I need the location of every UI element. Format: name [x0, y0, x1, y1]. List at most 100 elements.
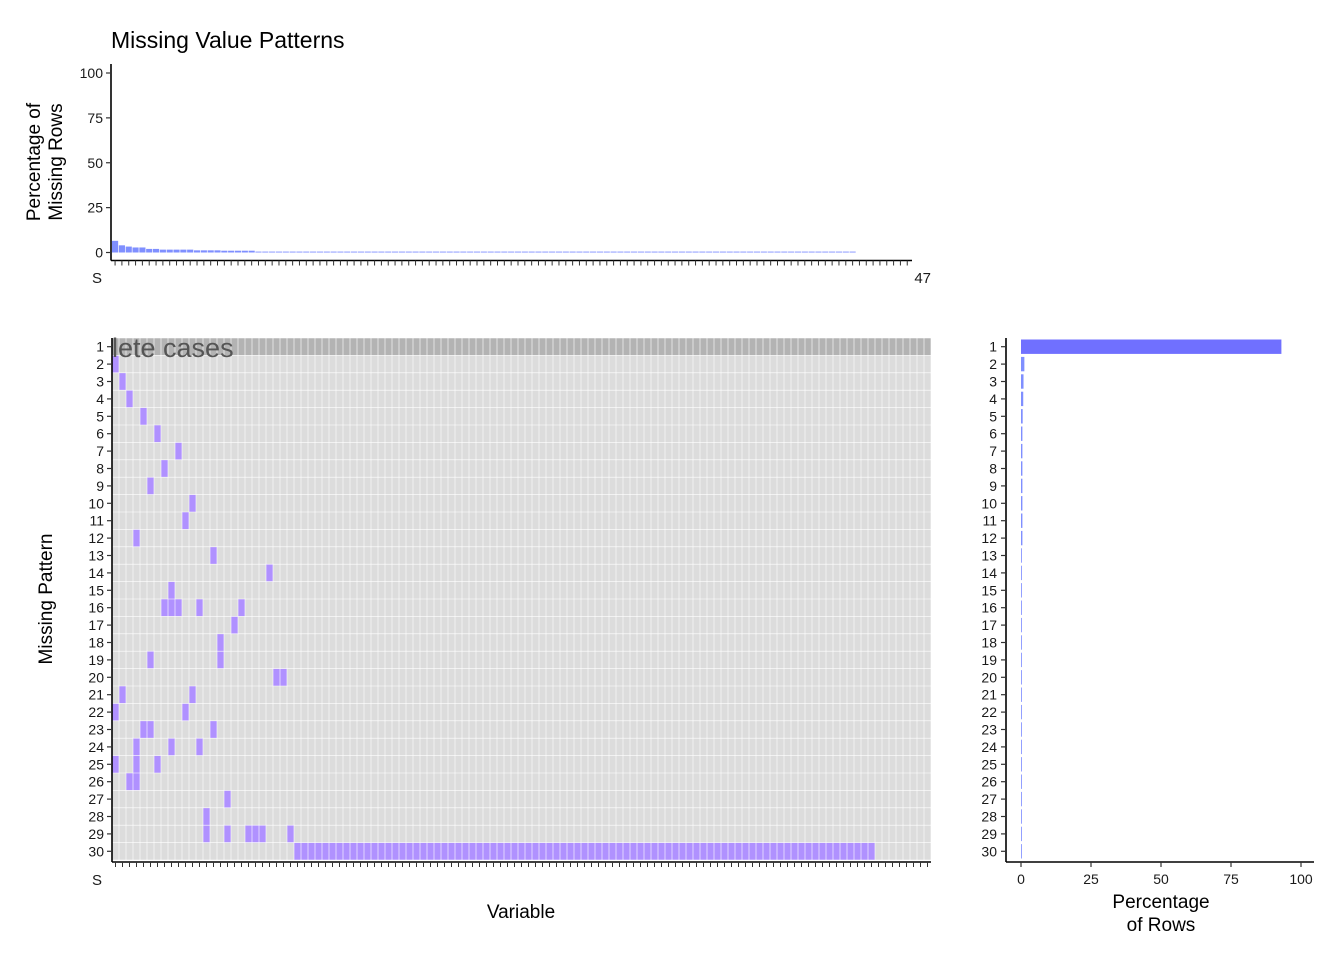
variable-missing-bar [726, 251, 733, 253]
missing-cell [609, 842, 616, 860]
missing-cell [378, 842, 385, 860]
top-y-axis-title: Percentage ofMissing Rows [24, 102, 67, 221]
variable-missing-bar [767, 251, 774, 253]
missing-cell [532, 842, 539, 860]
main-y-axis-title: Missing Pattern [36, 534, 57, 665]
variable-missing-bar [453, 251, 460, 253]
variable-missing-bar [590, 251, 597, 253]
pattern-label: 24 [88, 739, 104, 755]
missing-cell [154, 425, 161, 443]
pattern-label: 17 [88, 617, 104, 633]
missing-cell [210, 720, 217, 739]
missing-cell [336, 842, 343, 860]
variable-missing-bar [214, 250, 221, 253]
missing-cell [504, 842, 511, 860]
missing-cell [826, 842, 833, 860]
pattern-percent-bar [1021, 565, 1022, 581]
variable-missing-bar [487, 251, 494, 253]
missing-cell [854, 842, 861, 860]
missing-cell [406, 842, 413, 860]
missing-cell [175, 442, 182, 460]
variable-missing-bar [439, 251, 446, 253]
variable-missing-bar [446, 251, 453, 253]
missing-cell [448, 842, 455, 860]
missing-cell [630, 842, 637, 860]
missing-cell [161, 459, 168, 478]
variable-missing-bar [822, 251, 829, 253]
variable-missing-bar [678, 251, 685, 253]
missing-cell [651, 842, 658, 860]
pattern-percent-bar [1021, 530, 1023, 546]
variable-missing-bar [467, 251, 474, 253]
right-pattern-label: 8 [989, 461, 997, 477]
variable-missing-bar [405, 251, 412, 253]
variable-missing-bar [658, 251, 665, 253]
pattern-label: 29 [88, 826, 104, 842]
variable-missing-bar [391, 251, 399, 253]
pattern-percent-bar [1021, 409, 1023, 424]
missing-cell [686, 842, 693, 860]
pattern-label: 7 [96, 443, 104, 459]
right-x-axis-title: Percentage of Rows [1112, 892, 1209, 936]
missing-cell [133, 755, 140, 773]
variable-missing-bar [583, 251, 590, 253]
variable-missing-bar [808, 251, 815, 253]
missing-cell [462, 842, 469, 860]
right-bar-panel: 1234567891011121314151617181920212223242… [981, 338, 1314, 936]
variable-missing-bar [316, 251, 324, 253]
missing-cell [371, 842, 378, 860]
missing-cell [315, 842, 322, 860]
variable-missing-bar [535, 251, 542, 253]
right-pattern-label: 11 [982, 513, 997, 529]
variable-missing-bar [419, 251, 426, 253]
variable-missing-bar [118, 245, 125, 253]
pattern-label: 30 [88, 843, 104, 859]
pattern-label: 11 [89, 513, 104, 529]
missing-cell [721, 842, 728, 860]
missing-cell [357, 842, 364, 860]
right-pattern-label: 19 [981, 652, 997, 668]
missing-cell [196, 738, 203, 756]
variable-missing-bar [371, 251, 378, 253]
variable-missing-bar [412, 251, 419, 253]
missing-cell [189, 686, 196, 704]
variable-missing-bar [521, 251, 528, 253]
missing-cell [112, 703, 119, 721]
right-pattern-label: 29 [981, 826, 997, 842]
variable-missing-bar [494, 251, 501, 253]
missing-cell [728, 842, 735, 860]
variable-missing-bar [842, 251, 849, 253]
variable-missing-bar [569, 251, 576, 253]
right-pattern-label: 1 [989, 339, 997, 355]
pattern-label: 21 [88, 687, 104, 703]
missing-cell [868, 842, 875, 860]
pattern-percent-bar [1021, 757, 1022, 772]
right-pattern-label: 10 [981, 495, 997, 511]
missing-cell [805, 842, 812, 860]
top-bar-panel: 0 25 50 75 100 S 47 Percentage ofMissing Rows [24, 64, 931, 287]
pattern-label: 2 [96, 356, 104, 372]
missing-cell [707, 842, 714, 860]
missing-cell [224, 825, 231, 843]
pattern-label: 6 [96, 426, 104, 442]
variable-missing-bar [275, 251, 283, 253]
missing-cell [763, 842, 770, 860]
variable-missing-bar [323, 251, 330, 253]
variable-missing-bar [146, 248, 153, 253]
right-pattern-label: 2 [989, 356, 997, 372]
variable-missing-bar [166, 249, 173, 253]
variable-missing-bar [740, 251, 747, 253]
missing-cell [133, 529, 140, 547]
variable-missing-bar [255, 251, 262, 253]
variable-missing-bar [637, 251, 644, 253]
variable-missing-bar [829, 251, 836, 253]
variable-missing-bar [221, 250, 228, 253]
missing-cell [140, 407, 147, 425]
missing-cell [847, 842, 854, 860]
right-pattern-label: 13 [981, 548, 997, 564]
missing-cell [154, 755, 161, 773]
variable-missing-bar [132, 247, 139, 253]
variable-missing-bar [193, 250, 201, 253]
variable-missing-bar [801, 251, 808, 253]
variable-missing-bar [719, 251, 726, 253]
